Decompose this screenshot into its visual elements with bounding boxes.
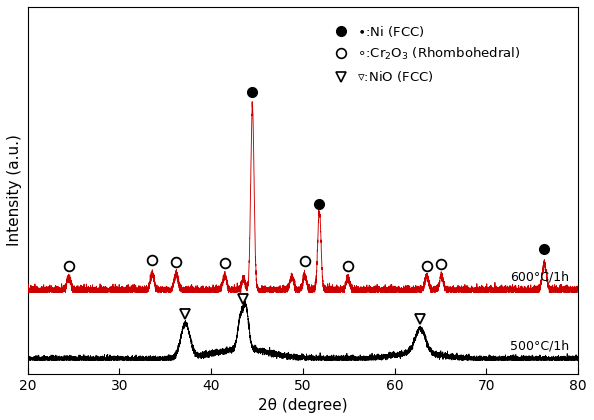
Legend: $\bullet$:Ni (FCC), $\circ$:Cr$_2$O$_3$ (Rhombohedral), $\triangledown$:NiO (FCC: $\bullet$:Ni (FCC), $\circ$:Cr$_2$O$_3$ … — [325, 21, 523, 87]
Y-axis label: Intensity (a.u.): Intensity (a.u.) — [7, 134, 22, 246]
X-axis label: 2θ (degree): 2θ (degree) — [258, 398, 347, 413]
Text: 600°C/1h: 600°C/1h — [510, 271, 569, 284]
Text: 500°C/1h: 500°C/1h — [510, 340, 569, 353]
